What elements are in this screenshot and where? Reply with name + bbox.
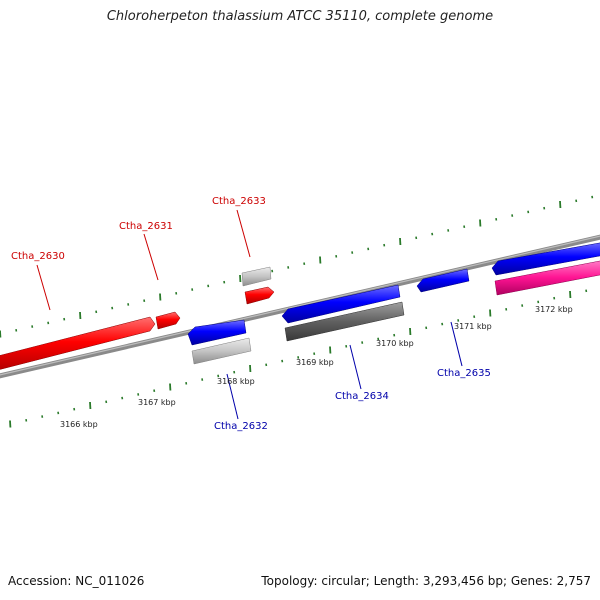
rna-Ctha_2634[interactable] — [284, 301, 405, 342]
gene-Ctha_2632[interactable] — [187, 319, 247, 346]
gene-Ctha_2634[interactable] — [281, 284, 401, 324]
genome-title: Chloroherpeton thalassium ATCC 35110, co… — [106, 9, 494, 24]
label-Ctha_2635[interactable]: Ctha_2635 — [437, 368, 491, 379]
leader-Ctha_2634 — [349, 344, 362, 390]
genome-summary-text: Topology: circular; Length: 3,293,456 bp… — [261, 574, 591, 588]
scale-label-3166: 3166 kbp — [60, 420, 98, 429]
leader-Ctha_2635 — [450, 321, 463, 367]
gene-Ctha_2633[interactable] — [244, 286, 275, 305]
scale-label-3168: 3168 kbp — [217, 377, 255, 386]
leader-Ctha_2631 — [143, 233, 159, 281]
label-Ctha_2634[interactable]: Ctha_2634 — [335, 391, 389, 402]
scale-label-3170: 3170 kbp — [376, 339, 414, 348]
leader-Ctha_2633 — [236, 209, 251, 258]
rna-Ctha_2632[interactable] — [191, 337, 252, 365]
genome-backbone-highlight — [0, 235, 600, 376]
leader-Ctha_2632 — [226, 373, 239, 420]
gene-Ctha_2630[interactable] — [0, 316, 156, 372]
gene-Ctha_2631[interactable] — [155, 311, 181, 330]
gene-next-pink[interactable] — [494, 260, 600, 296]
inner-tick-row — [9, 289, 588, 428]
leader-Ctha_2630 — [36, 264, 51, 311]
gene-Ctha_2635[interactable] — [416, 268, 470, 293]
scale-label-3171: 3171 kbp — [454, 322, 492, 331]
label-Ctha_2633[interactable]: Ctha_2633 — [212, 196, 266, 207]
label-Ctha_2630[interactable]: Ctha_2630 — [11, 251, 65, 262]
accession-text: Accession: NC_011026 — [8, 574, 145, 588]
scale-label-3169: 3169 kbp — [296, 358, 334, 367]
rna-Ctha_2633[interactable] — [241, 266, 272, 287]
scale-label-3167: 3167 kbp — [138, 398, 176, 407]
label-Ctha_2632[interactable]: Ctha_2632 — [214, 421, 268, 432]
scale-label-3172: 3172 kbp — [535, 305, 573, 314]
label-Ctha_2631[interactable]: Ctha_2631 — [119, 221, 173, 232]
outer-tick-row — [0, 195, 594, 338]
gene-next-reverse[interactable] — [491, 242, 600, 276]
